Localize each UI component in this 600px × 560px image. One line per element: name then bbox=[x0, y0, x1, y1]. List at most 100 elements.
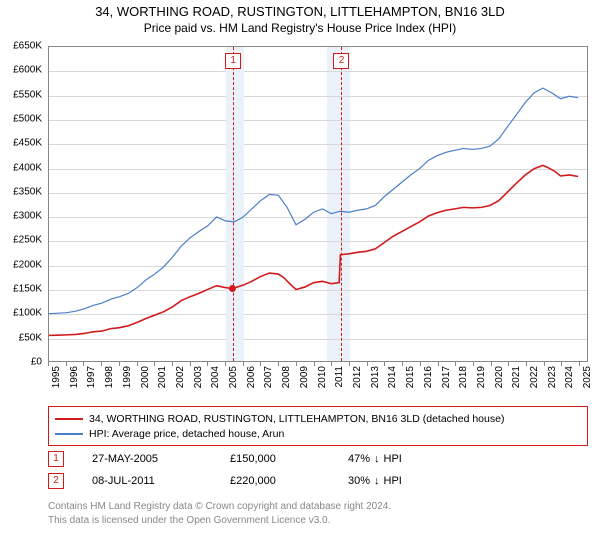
x-tick-label: 1999 bbox=[122, 366, 133, 388]
x-tickmark bbox=[190, 362, 191, 366]
x-tick-label: 2007 bbox=[263, 366, 274, 388]
x-tickmark bbox=[296, 362, 297, 366]
x-tickmark bbox=[260, 362, 261, 366]
y-tick-label: £200K bbox=[13, 259, 42, 270]
x-tick-label: 2006 bbox=[246, 366, 257, 388]
x-tick-label: 2024 bbox=[564, 366, 575, 388]
x-tickmark bbox=[491, 362, 492, 366]
x-tick-label: 1998 bbox=[104, 366, 115, 388]
sale-date: 08-JUL-2011 bbox=[92, 475, 202, 487]
legend-swatch bbox=[55, 433, 83, 435]
x-tick-label: 2016 bbox=[423, 366, 434, 388]
y-axis-labels: £0£50K£100K£150K£200K£250K£300K£350K£400… bbox=[0, 46, 46, 362]
legend-row: HPI: Average price, detached house, Arun bbox=[55, 426, 581, 441]
hpi-pct: 47% bbox=[348, 453, 370, 465]
chart-title: 34, WORTHING ROAD, RUSTINGTON, LITTLEHAM… bbox=[0, 4, 600, 19]
sale-price: £150,000 bbox=[230, 453, 320, 465]
x-tickmark bbox=[384, 362, 385, 366]
x-tickmark bbox=[243, 362, 244, 366]
y-tick-label: £0 bbox=[31, 357, 42, 368]
sale-row: 2 08-JUL-2011 £220,000 30% ↓ HPI bbox=[48, 470, 588, 492]
sale-date: 27-MAY-2005 bbox=[92, 453, 202, 465]
x-tickmark bbox=[579, 362, 580, 366]
x-tick-label: 1997 bbox=[86, 366, 97, 388]
sale-price: £220,000 bbox=[230, 475, 320, 487]
x-tickmark bbox=[402, 362, 403, 366]
sales-table: 127-MAY-2005£150,00047% ↓ HPI208-JUL-201… bbox=[48, 448, 588, 492]
y-tick-label: £250K bbox=[13, 235, 42, 246]
x-tick-label: 2014 bbox=[387, 366, 398, 388]
x-tickmark bbox=[438, 362, 439, 366]
x-tick-label: 2012 bbox=[352, 366, 363, 388]
x-axis-labels: 1995199619971998199920002001200220032004… bbox=[48, 362, 588, 402]
hpi-label: HPI bbox=[384, 453, 402, 465]
y-tick-label: £50K bbox=[19, 332, 42, 343]
x-tickmark bbox=[420, 362, 421, 366]
x-tick-label: 1995 bbox=[51, 366, 62, 388]
x-tickmark bbox=[101, 362, 102, 366]
x-tick-label: 2010 bbox=[317, 366, 328, 388]
x-tickmark bbox=[66, 362, 67, 366]
hpi-pct: 30% bbox=[348, 475, 370, 487]
x-tickmark bbox=[508, 362, 509, 366]
x-tickmark bbox=[154, 362, 155, 366]
legend-swatch bbox=[55, 418, 83, 420]
plot-svg bbox=[49, 47, 587, 361]
x-tick-label: 2019 bbox=[476, 366, 487, 388]
sale-marker-line bbox=[233, 47, 234, 361]
y-tick-label: £550K bbox=[13, 89, 42, 100]
footer-line: This data is licensed under the Open Gov… bbox=[48, 514, 588, 528]
x-tick-label: 2021 bbox=[511, 366, 522, 388]
sale-hpi: 47% ↓ HPI bbox=[348, 453, 402, 465]
plot-area: 12 bbox=[48, 46, 588, 362]
x-tick-label: 2020 bbox=[494, 366, 505, 388]
arrow-down-icon: ↓ bbox=[374, 475, 380, 487]
x-tickmark bbox=[561, 362, 562, 366]
x-tick-label: 2000 bbox=[140, 366, 151, 388]
x-tickmark bbox=[473, 362, 474, 366]
sale-marker-box: 2 bbox=[333, 53, 349, 69]
footer-line: Contains HM Land Registry data © Crown c… bbox=[48, 500, 588, 514]
x-tick-label: 2002 bbox=[175, 366, 186, 388]
y-tick-label: £650K bbox=[13, 41, 42, 52]
x-tickmark bbox=[526, 362, 527, 366]
x-tickmark bbox=[544, 362, 545, 366]
x-tickmark bbox=[349, 362, 350, 366]
legend-label: HPI: Average price, detached house, Arun bbox=[89, 428, 284, 440]
arrow-down-icon: ↓ bbox=[374, 453, 380, 465]
y-tick-label: £450K bbox=[13, 138, 42, 149]
x-tickmark bbox=[225, 362, 226, 366]
sale-row: 127-MAY-2005£150,00047% ↓ HPI bbox=[48, 448, 588, 470]
x-tickmark bbox=[48, 362, 49, 366]
y-tick-label: £600K bbox=[13, 65, 42, 76]
legend: 34, WORTHING ROAD, RUSTINGTON, LITTLEHAM… bbox=[48, 406, 588, 446]
x-tick-label: 2005 bbox=[228, 366, 239, 388]
x-tickmark bbox=[455, 362, 456, 366]
x-tickmark bbox=[207, 362, 208, 366]
x-tick-label: 2018 bbox=[458, 366, 469, 388]
hpi-label: HPI bbox=[384, 475, 402, 487]
x-tick-label: 2011 bbox=[334, 366, 345, 388]
x-tickmark bbox=[119, 362, 120, 366]
x-tickmark bbox=[137, 362, 138, 366]
x-tickmark bbox=[278, 362, 279, 366]
x-tickmark bbox=[172, 362, 173, 366]
sale-number-box: 2 bbox=[48, 473, 64, 489]
x-tick-label: 1996 bbox=[69, 366, 80, 388]
legend-row: 34, WORTHING ROAD, RUSTINGTON, LITTLEHAM… bbox=[55, 411, 581, 426]
x-tick-label: 2023 bbox=[547, 366, 558, 388]
x-tick-label: 2009 bbox=[299, 366, 310, 388]
sale-hpi: 30% ↓ HPI bbox=[348, 475, 402, 487]
x-tickmark bbox=[331, 362, 332, 366]
x-tick-label: 2008 bbox=[281, 366, 292, 388]
footer: Contains HM Land Registry data © Crown c… bbox=[48, 500, 588, 527]
x-tick-label: 2025 bbox=[582, 366, 593, 388]
y-tick-label: £400K bbox=[13, 162, 42, 173]
y-tick-label: £300K bbox=[13, 211, 42, 222]
legend-label: 34, WORTHING ROAD, RUSTINGTON, LITTLEHAM… bbox=[89, 413, 504, 425]
chart-subtitle: Price paid vs. HM Land Registry's House … bbox=[0, 21, 600, 35]
y-tick-label: £150K bbox=[13, 284, 42, 295]
x-tickmark bbox=[83, 362, 84, 366]
x-tick-label: 2013 bbox=[370, 366, 381, 388]
series-property bbox=[49, 165, 578, 335]
